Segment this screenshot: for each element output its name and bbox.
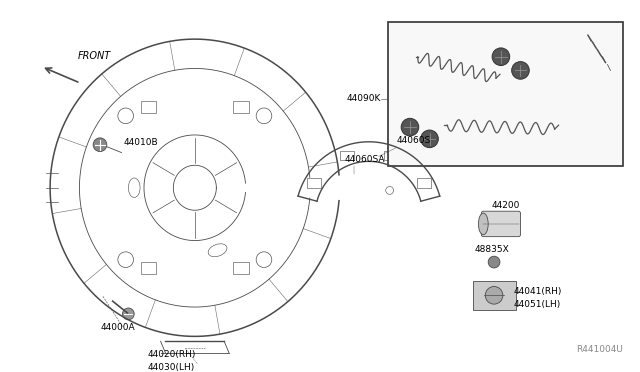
FancyBboxPatch shape <box>481 211 520 237</box>
Circle shape <box>93 138 107 151</box>
Text: 44010B: 44010B <box>124 138 158 147</box>
Text: 44090K: 44090K <box>346 94 381 103</box>
Text: 44000A: 44000A <box>101 323 136 332</box>
Text: 44200: 44200 <box>491 201 520 210</box>
Ellipse shape <box>479 213 488 235</box>
Circle shape <box>401 118 419 136</box>
Circle shape <box>420 130 438 148</box>
Text: 44060SA: 44060SA <box>344 155 385 164</box>
Bar <box>388 22 623 166</box>
Text: 44051(LH): 44051(LH) <box>514 300 561 309</box>
Text: 44030(LH): 44030(LH) <box>148 363 195 372</box>
Text: 48835X: 48835X <box>474 245 509 254</box>
Circle shape <box>511 62 529 79</box>
Circle shape <box>492 48 509 65</box>
Circle shape <box>488 256 500 268</box>
Text: FRONT: FRONT <box>77 51 111 61</box>
Text: 44020(RH): 44020(RH) <box>147 350 196 359</box>
Text: 44041(RH): 44041(RH) <box>514 286 562 295</box>
Circle shape <box>485 286 503 304</box>
Text: 44060S: 44060S <box>396 136 431 145</box>
Text: R441004U: R441004U <box>576 345 623 354</box>
Circle shape <box>122 308 134 320</box>
FancyBboxPatch shape <box>472 280 516 310</box>
